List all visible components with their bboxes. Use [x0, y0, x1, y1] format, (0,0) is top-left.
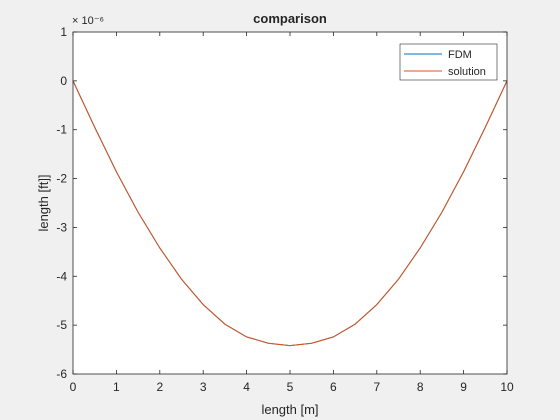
y-axis-label: length [ft]] [36, 174, 51, 231]
y-tick-label: -1 [56, 123, 67, 137]
x-tick-label: 6 [330, 380, 337, 394]
legend-box [399, 43, 498, 81]
x-tick-label: 10 [500, 380, 514, 394]
x-tick-label: 8 [417, 380, 424, 394]
y-axis: 1 0 -1 -2 -3 -4 -5 -6 [56, 25, 507, 381]
y-tick-label: -4 [56, 269, 67, 283]
chart-title: comparison [253, 11, 327, 26]
x-axis: 0 1 2 3 4 5 6 7 8 9 10 [70, 32, 514, 394]
y-tick-label: -5 [56, 318, 67, 332]
y-tick-label: 1 [60, 25, 67, 39]
y-tick-label: -2 [56, 172, 67, 186]
legend: FDM solution [399, 43, 498, 81]
series-line-solution [72, 80, 508, 347]
x-tick-label: 3 [200, 380, 207, 394]
legend-label-fdm: FDM [448, 49, 472, 61]
series-layer [72, 80, 508, 347]
x-tick-label: 0 [70, 380, 77, 394]
x-tick-label: 5 [287, 380, 294, 394]
x-axis-label: length [m] [261, 402, 318, 417]
x-tick-label: 4 [243, 380, 250, 394]
x-tick-label: 2 [156, 380, 163, 394]
y-tick-label: 0 [60, 74, 67, 88]
legend-label-solution: solution [448, 66, 486, 78]
x-tick-label: 7 [373, 380, 380, 394]
y-tick-label: -6 [56, 367, 67, 381]
y-tick-label: -3 [56, 220, 67, 234]
x-tick-label: 9 [460, 380, 467, 394]
plot-area [73, 32, 507, 374]
y-axis-exponent-label: × 10⁻⁶ [72, 15, 104, 27]
x-tick-label: 1 [113, 380, 120, 394]
